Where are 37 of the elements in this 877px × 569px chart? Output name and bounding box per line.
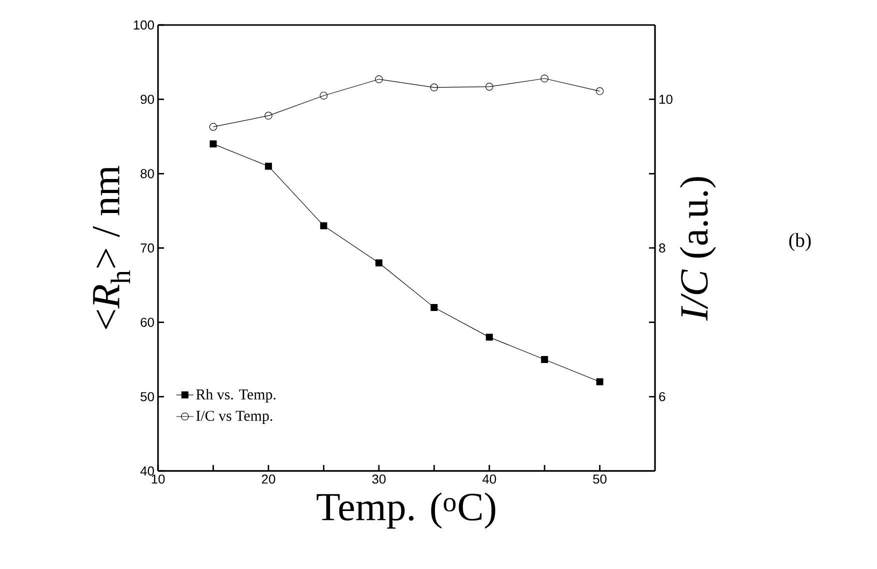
point [375, 75, 383, 84]
y-tick-label: 90 [140, 94, 154, 104]
text: (b) [789, 232, 811, 252]
point [320, 222, 328, 230]
point [596, 87, 604, 96]
point [485, 82, 494, 91]
point [430, 304, 438, 311]
x-tick-label: 20 [262, 474, 276, 484]
y-tick-label: 40 [140, 466, 154, 476]
point [541, 356, 548, 363]
y2-tick-label: 6 [659, 392, 666, 402]
y2-tick-label: 10 [660, 94, 672, 104]
y-tick-label: 50 [140, 392, 154, 402]
point [375, 259, 382, 266]
point [430, 84, 438, 92]
point [320, 92, 328, 100]
x-tick-label: 50 [593, 474, 606, 484]
y-tick-label: 80 [140, 169, 154, 178]
x-tick-label: 30 [372, 474, 386, 484]
x-axis-title: Temp. ($^{o}$C) [316, 492, 496, 529]
y-tick-label: 70 [140, 243, 154, 253]
point [540, 74, 548, 82]
y-axis-title: <R$_{h}$> / nm [92, 166, 130, 329]
point [264, 162, 272, 170]
legend-label: I/C vs Temp. [196, 410, 272, 424]
y-tick-label: 100 [134, 20, 154, 30]
legend-label: Rh vs. Temp. [196, 388, 276, 403]
point [210, 140, 217, 148]
x-tick-label: 10 [152, 474, 165, 484]
x-tick-label: 40 [482, 474, 496, 484]
y2-axis-title: I/C (a.u.) [680, 177, 716, 321]
point [486, 334, 493, 341]
point [264, 112, 272, 120]
y2-tick-label: 8 [659, 243, 666, 253]
y-tick-label: 60 [140, 318, 154, 327]
point [209, 122, 218, 131]
point [596, 378, 604, 386]
